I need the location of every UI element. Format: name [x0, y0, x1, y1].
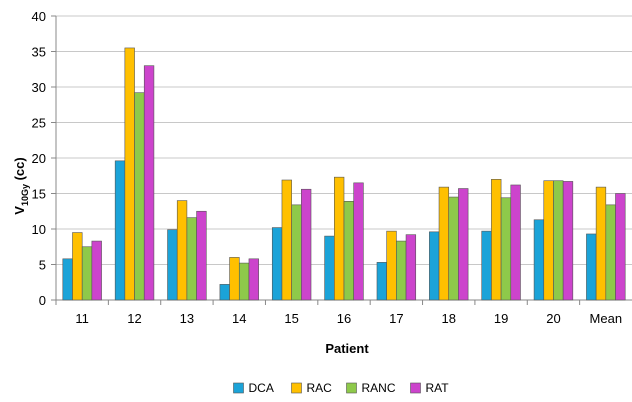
bar-ranc-15	[291, 204, 302, 301]
bar-dca-mean	[586, 233, 597, 301]
bar-rac-19	[491, 179, 502, 301]
bar-rat-11	[91, 240, 102, 301]
y-tick-labels: 0 5 10 15 20 25 30 35 40	[32, 9, 46, 308]
bar-rac-11	[72, 232, 83, 301]
x-tick-label: 15	[284, 311, 298, 326]
legend-swatch-rat	[410, 382, 421, 394]
y-tick-label: 30	[32, 80, 46, 95]
bar-rat-17	[405, 234, 417, 301]
bar-rat-14	[248, 258, 259, 301]
y-axis-title-subscript: 10Gy	[20, 184, 30, 206]
bar-ranc-14	[238, 262, 250, 301]
bar-rac-12	[124, 47, 135, 301]
bars	[62, 47, 626, 301]
x-tick-label: 11	[75, 311, 89, 326]
bar-dca-14	[219, 284, 230, 301]
bar-dca-19	[481, 230, 492, 301]
bar-ranc-20	[553, 180, 564, 301]
y-axis-title-unit: (cc)	[12, 157, 27, 184]
bar-ranc-mean	[605, 204, 616, 301]
bar-rac-17	[386, 230, 397, 301]
bar-rac-18	[438, 186, 450, 301]
bar-rat-12	[143, 65, 155, 301]
bar-rat-20	[562, 181, 574, 301]
bar-ranc-19	[500, 197, 512, 301]
bar-ranc-11	[81, 246, 93, 301]
y-tick-label: 25	[32, 116, 46, 131]
bar-dca-15	[271, 227, 283, 301]
bar-ranc-16	[343, 201, 354, 301]
x-tick-label: 18	[441, 311, 455, 326]
x-tick-label: 12	[127, 311, 141, 326]
bar-dca-18	[429, 231, 440, 301]
bar-dca-13	[167, 229, 178, 301]
x-tick-label: Mean	[590, 311, 623, 326]
y-tick-label: 20	[32, 151, 46, 166]
bar-ranc-18	[448, 196, 459, 301]
bar-dca-17	[376, 262, 387, 301]
legend: DCA RAC RANC RAT	[233, 381, 450, 395]
bar-rac-14	[229, 257, 240, 301]
y-tick-label: 35	[32, 45, 46, 60]
bar-dca-11	[62, 258, 73, 301]
legend-label-rat: RAT	[426, 381, 450, 395]
bar-ranc-12	[134, 92, 145, 301]
bar-rat-15	[301, 188, 312, 301]
y-tick-label: 40	[32, 9, 46, 24]
legend-label-ranc: RANC	[362, 381, 396, 395]
bar-rac-15	[281, 179, 292, 301]
bar-rat-13	[196, 210, 207, 301]
bar-rat-mean	[615, 193, 626, 301]
y-tick-label: 5	[39, 258, 46, 273]
legend-swatch-rac	[291, 382, 302, 394]
bar-ranc-13	[186, 217, 197, 301]
x-tick-label: 16	[337, 311, 351, 326]
legend-swatch-ranc	[346, 382, 357, 394]
x-tick-labels: 11 12 13 14 15 16 17 18 19 20 Mean	[75, 311, 622, 326]
bar-rat-16	[353, 182, 364, 301]
bar-rac-mean	[595, 186, 607, 301]
x-tick-label: 17	[389, 311, 403, 326]
bar-dca-12	[114, 160, 126, 301]
legend-label-dca: DCA	[249, 381, 274, 395]
bar-rac-20	[543, 180, 554, 301]
bar-ranc-17	[396, 240, 407, 301]
x-axis-title: Patient	[325, 341, 369, 356]
y-tick-label: 15	[32, 187, 46, 202]
bar-rat-19	[510, 184, 521, 301]
bar-rac-16	[334, 176, 345, 301]
y-tick-label: 0	[39, 293, 46, 308]
bar-dca-16	[324, 235, 335, 301]
y-tick-label: 10	[32, 222, 46, 237]
y-axis-title-main: V	[12, 206, 27, 215]
bar-rac-13	[176, 200, 188, 301]
legend-swatch-dca	[233, 382, 244, 394]
y-axis-title: V10Gy (cc)	[12, 157, 30, 214]
x-tick-label: 13	[180, 311, 194, 326]
bar-dca-20	[533, 219, 545, 301]
x-tick-label: 14	[232, 311, 246, 326]
legend-label-rac: RAC	[307, 381, 333, 395]
bar-rat-18	[458, 188, 469, 301]
x-tick-label: 20	[546, 311, 560, 326]
x-tick-label: 19	[494, 311, 508, 326]
